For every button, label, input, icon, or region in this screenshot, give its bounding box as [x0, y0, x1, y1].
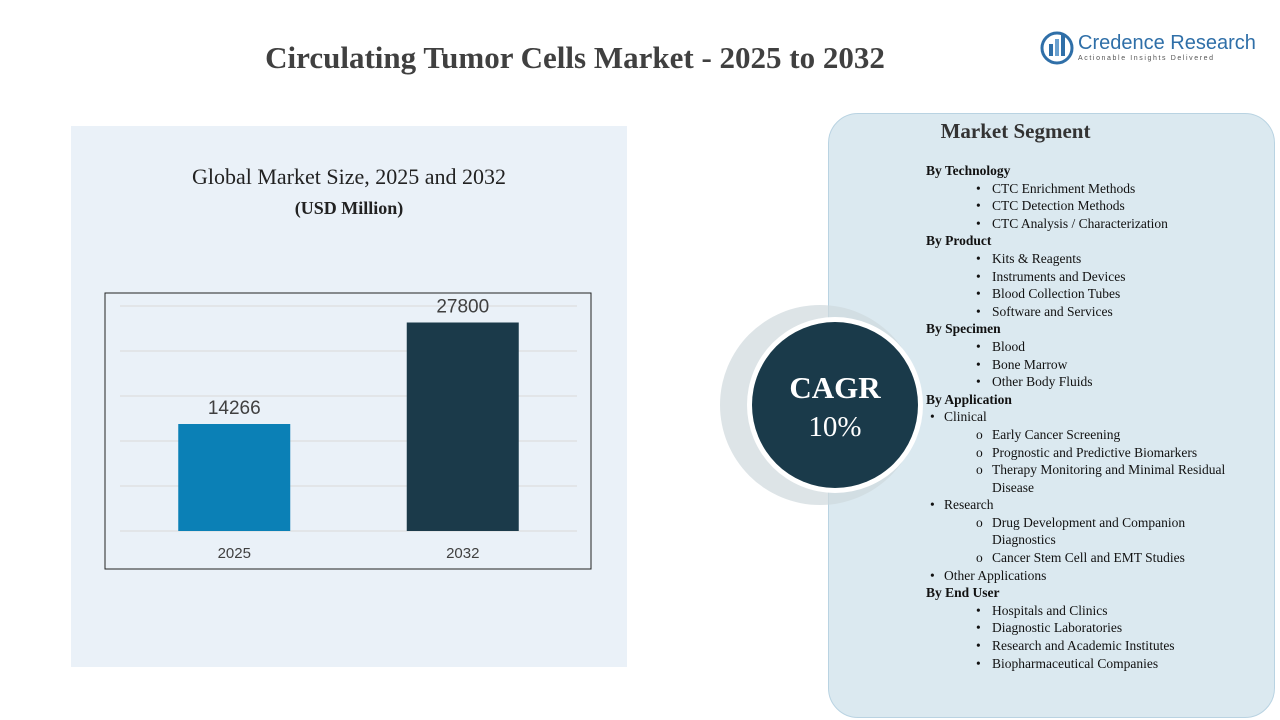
bullet: •	[976, 620, 981, 636]
bullet: o	[976, 514, 983, 530]
value-label: 14266	[208, 398, 261, 419]
segment-row: • Kits & Reagents	[926, 250, 1247, 268]
bullet: •	[976, 356, 981, 372]
chart-subtitle: (USD Million)	[294, 198, 404, 218]
segment-item: CTC Enrichment Methods	[992, 180, 1136, 196]
cagr-circle	[752, 322, 918, 488]
bullet: •	[930, 409, 935, 425]
segment-item: Diagnostic Laboratories	[992, 620, 1123, 636]
segment-item: Blood Collection Tubes	[992, 286, 1121, 302]
segment-row: • Other Applications	[926, 567, 1199, 585]
bullet: •	[976, 303, 981, 319]
segment-subitem: Therapy Monitoring and Minimal Residual …	[992, 462, 1226, 495]
segment-subitem: Prognostic and Predictive Biomarkers	[992, 444, 1198, 460]
segment-item: Research and Academic Institutes	[992, 638, 1175, 654]
segment-row: o Therapy Monitoring and Minimal Residual…	[926, 461, 1247, 496]
value-label: 27800	[436, 297, 489, 318]
segment-row: o Early Cancer Screening	[926, 426, 1247, 444]
segment-item: Hospitals and Clinics	[992, 602, 1108, 618]
segment-subitem: Drug Development and Companion Diagnosti…	[992, 514, 1186, 548]
segment-item: Biopharmaceutical Companies	[992, 655, 1159, 671]
bullet: •	[976, 602, 981, 618]
segment-heading: By End User	[926, 585, 1000, 601]
bullet: •	[976, 180, 981, 196]
segment-item: Bone Marrow	[992, 356, 1068, 372]
logo-icon	[1040, 31, 1074, 65]
segment-item: Other Body Fluids	[992, 374, 1093, 390]
segment-title: Market Segment	[940, 119, 1091, 143]
segment-item: Blood	[992, 338, 1026, 354]
chart-frame	[104, 292, 592, 570]
segment-row: • Bone Marrow	[926, 356, 1247, 374]
bullet: •	[976, 250, 981, 266]
segment-item: Kits & Reagents	[992, 250, 1082, 266]
logo-tagline: Actionable Insights Delivered	[1078, 55, 1215, 62]
segment-heading: By Application	[926, 391, 1012, 407]
bullet: •	[976, 198, 981, 214]
bullet: •	[976, 638, 981, 654]
x-tick-label: 2032	[446, 545, 479, 562]
segment-row: • Blood Collection Tubes	[926, 285, 1247, 303]
bar	[406, 322, 519, 531]
segment-heading: By Technology	[926, 163, 1011, 178]
segment-heading: By Specimen	[926, 321, 1001, 337]
segment-row: • Biopharmaceutical Companies	[926, 655, 1247, 673]
segment-item: Instruments and Devices	[992, 268, 1126, 284]
segment-row: o Cancer Stem Cell and EMT Studies	[926, 549, 1247, 567]
segment-subitem: Cancer Stem Cell and EMT Studies	[992, 550, 1185, 566]
bullet: •	[976, 268, 981, 284]
segment-row: o Drug Development and Companion Diagnost…	[926, 514, 1247, 549]
segment-item: Research	[944, 497, 994, 513]
segment-row: • Blood	[926, 338, 1247, 356]
segment-row: • CTC Enrichment Methods	[926, 180, 1247, 198]
bullet: •	[930, 567, 935, 583]
segment-row: • Hospitals and Clinics	[926, 602, 1247, 620]
cagr-label: CAGR	[789, 370, 881, 405]
segment-row: • Research and Academic Institutes	[926, 637, 1247, 655]
segment-heading: By Product	[926, 233, 992, 249]
bullet: o	[976, 444, 983, 460]
segment-row: • CTC Detection Methods	[926, 197, 1247, 215]
page-title: Circulating Tumor Cells Market - 2025 to…	[265, 40, 885, 75]
bullet: •	[976, 655, 981, 671]
bullet: •	[976, 374, 981, 390]
bullet: •	[930, 497, 935, 513]
segment-row: • CTC Analysis / Characterization	[926, 215, 1247, 233]
segment-row: • Diagnostic Laboratories	[926, 619, 1247, 637]
segment-item: Clinical	[944, 409, 987, 425]
segment-list: By Technology • CTC Enrichment Methods • CTC…	[926, 162, 1256, 672]
segment-item: CTC Detection Methods	[992, 198, 1125, 214]
segment-item: Software and Services	[992, 303, 1113, 319]
segment-item: CTC Analysis / Characterization	[992, 215, 1168, 231]
segment-subitem: Early Cancer Screening	[992, 426, 1121, 442]
segment-row: • Research	[926, 496, 1199, 514]
bullet: o	[976, 550, 983, 566]
bullet: o	[976, 462, 983, 478]
bullet: •	[976, 338, 981, 354]
segment-item: Other Applications	[944, 567, 1047, 583]
cagr-value: 10%	[808, 411, 861, 443]
bar	[178, 424, 291, 531]
segment-row: • Clinical	[926, 408, 1199, 426]
bullet: •	[976, 286, 981, 302]
logo-name: Credence Research	[1078, 32, 1256, 54]
segment-row: • Other Body Fluids	[926, 373, 1247, 391]
chart-title: Global Market Size, 2025 and 2032	[191, 164, 507, 189]
bullet: •	[976, 215, 981, 231]
segment-row: • Software and Services	[926, 303, 1247, 321]
segment-row: o Prognostic and Predictive Biomarkers	[926, 444, 1247, 462]
bullet: o	[976, 426, 983, 442]
x-tick-label: 2025	[218, 545, 251, 562]
segment-row: • Instruments and Devices	[926, 268, 1247, 286]
